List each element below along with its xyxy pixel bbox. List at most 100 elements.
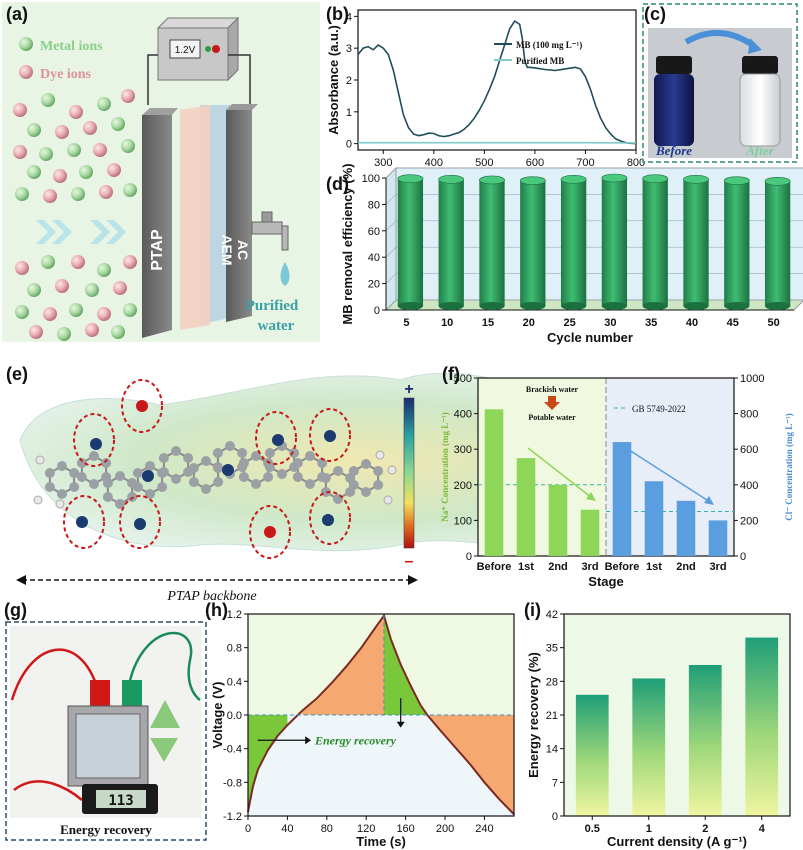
carbon-atom	[305, 479, 315, 489]
plot-frame	[357, 9, 637, 151]
y-tick-label: 7	[552, 777, 558, 789]
green-wire	[126, 631, 201, 702]
carbon-atom	[264, 462, 275, 472]
bar-cap	[479, 175, 505, 185]
layer-ptap: PTAP	[149, 229, 166, 271]
plot-sidewall	[385, 166, 397, 312]
dye-ion	[107, 163, 121, 177]
x-tick-label: 4	[759, 823, 766, 835]
y-right-tick-label: 200	[740, 515, 758, 527]
carbon-atom	[237, 448, 248, 458]
carbon-atom	[361, 459, 371, 469]
nitrogen-atom	[76, 516, 88, 528]
carbon-atom	[171, 446, 181, 456]
x-tick-label: 700	[576, 157, 594, 169]
dye-ion	[55, 279, 69, 293]
carbon-atom	[213, 477, 224, 487]
carbon-atom	[89, 451, 99, 461]
energy-recovery-chart: 0 7 14 21 28 35 42 0.5 1 2 4 Current density (A g⁻¹…	[526, 609, 791, 849]
metal-ion	[27, 123, 41, 137]
panel-e-label: (e)	[6, 364, 28, 384]
x-tick-label: 2	[702, 823, 708, 835]
faucet-icon	[251, 211, 290, 286]
bar	[688, 664, 722, 816]
carbon-atom	[158, 453, 169, 463]
x-tick-label: 50	[767, 317, 779, 329]
ptap-molecule	[33, 400, 397, 538]
y-left-tick-label: 0	[466, 551, 472, 563]
carbon-atom	[115, 499, 125, 509]
panel-h-label: (h)	[205, 600, 228, 620]
metal-ion	[123, 303, 137, 317]
metal-ion	[41, 93, 55, 107]
x-tick-label: 2nd	[676, 561, 696, 573]
y-tick-label: 1	[346, 107, 352, 119]
y-left-tick-label: 500	[454, 373, 472, 385]
hydrogen-atom	[387, 465, 397, 475]
y-tick-label: 28	[546, 676, 558, 688]
nitrogen-atom	[322, 514, 334, 526]
oxygen-atom	[136, 400, 148, 412]
x-tick-label: 600	[526, 157, 544, 169]
nitrogen-atom	[324, 430, 336, 442]
metal-ion	[67, 143, 81, 157]
highlight-circles	[63, 379, 351, 559]
panel-i-label: (i)	[524, 600, 541, 620]
x-tick-label: 300	[374, 157, 392, 169]
y-axis-title: Voltage (V)	[210, 682, 225, 749]
y-tick-label: 20	[368, 279, 380, 291]
carbon-atom	[115, 471, 125, 481]
carbon-atom	[263, 472, 274, 482]
y-right-tick-label: 0	[740, 551, 746, 563]
x-tick-label: Before	[477, 561, 512, 573]
metal-ion	[97, 263, 111, 277]
voltage-time-chart: 0 40 80 120 160 200 240 -1.2 -0.8 -0.4 0.0 0.4 0.8 1.…	[210, 609, 515, 849]
red-wire	[10, 648, 100, 701]
carbon-atom	[44, 482, 55, 492]
bar	[644, 481, 664, 556]
panel-b: (b) 300 400 500 600 700 800 0 1 2 3 4 MB (100 mg L⁻…	[326, 4, 645, 185]
dye-ion	[69, 105, 83, 119]
y-tick-label: -0.8	[223, 777, 242, 789]
y-tick-label: 42	[546, 609, 558, 621]
note-bottom: Potable water	[528, 413, 576, 422]
carbon-atom	[201, 484, 211, 494]
legend-dye-ions: Dye ions	[40, 67, 92, 82]
y-tick-label: 35	[546, 643, 558, 655]
label-before: Before	[655, 143, 692, 158]
carbon-atom	[183, 453, 194, 463]
panel-b-label: (b)	[326, 4, 349, 24]
bar-cap	[723, 176, 750, 185]
bottle-before	[654, 56, 694, 146]
removal-efficiency-chart: 0 20 40 60 80 100 5 10 15 20 25 30 35 40 45 50 Cycle num…	[340, 163, 803, 345]
y-tick-label: 14	[546, 744, 558, 756]
x-tick-label: 2nd	[548, 561, 568, 573]
layer-aem: AEM	[219, 234, 235, 265]
y-right-axis-title: Cl⁻ Concentration (mg L⁻¹)	[784, 413, 794, 520]
trend-arrow-na	[527, 447, 593, 499]
carbon-atom	[57, 489, 67, 499]
y-left-axis-title: Na⁺ Concentration (mg L⁻¹)	[440, 412, 450, 521]
bar-cap	[764, 177, 791, 186]
x-tick-label: 10	[441, 317, 453, 329]
bar	[676, 500, 696, 556]
y-tick-label: 0.8	[227, 643, 242, 655]
panel-a-label: (a)	[6, 4, 28, 24]
bar-cap	[601, 173, 628, 183]
uv-vis-chart: 300 400 500 600 700 800 0 1 2 3 4 MB (100 mg L⁻¹) Pu…	[326, 9, 645, 185]
outlet-label-1: Purified	[246, 298, 299, 314]
carbon-atom	[101, 458, 112, 468]
y-tick-label: 2	[346, 75, 352, 87]
recycle-icon	[150, 700, 180, 762]
y-right-tick-label: 800	[740, 409, 758, 421]
dye-ion	[55, 125, 69, 139]
y-left-tick-label: 400	[454, 409, 472, 421]
y-tick-label: 1.2	[227, 609, 242, 621]
voltage-curve	[247, 613, 515, 815]
hydrogen-atom	[55, 499, 65, 509]
metal-ion	[41, 255, 55, 269]
panel-i: (i) 0 7 14 21 28 35 42 0.5 1 2 4 Current density (A…	[524, 600, 791, 849]
carbon-atom	[238, 472, 249, 482]
x-tick-label: 3rd	[709, 561, 726, 573]
carbon-atom	[132, 482, 143, 492]
